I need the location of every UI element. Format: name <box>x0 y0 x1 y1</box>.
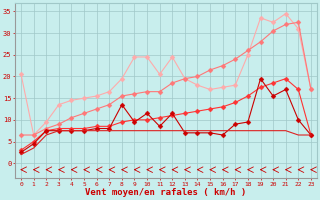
X-axis label: Vent moyen/en rafales ( km/h ): Vent moyen/en rafales ( km/h ) <box>85 188 247 197</box>
